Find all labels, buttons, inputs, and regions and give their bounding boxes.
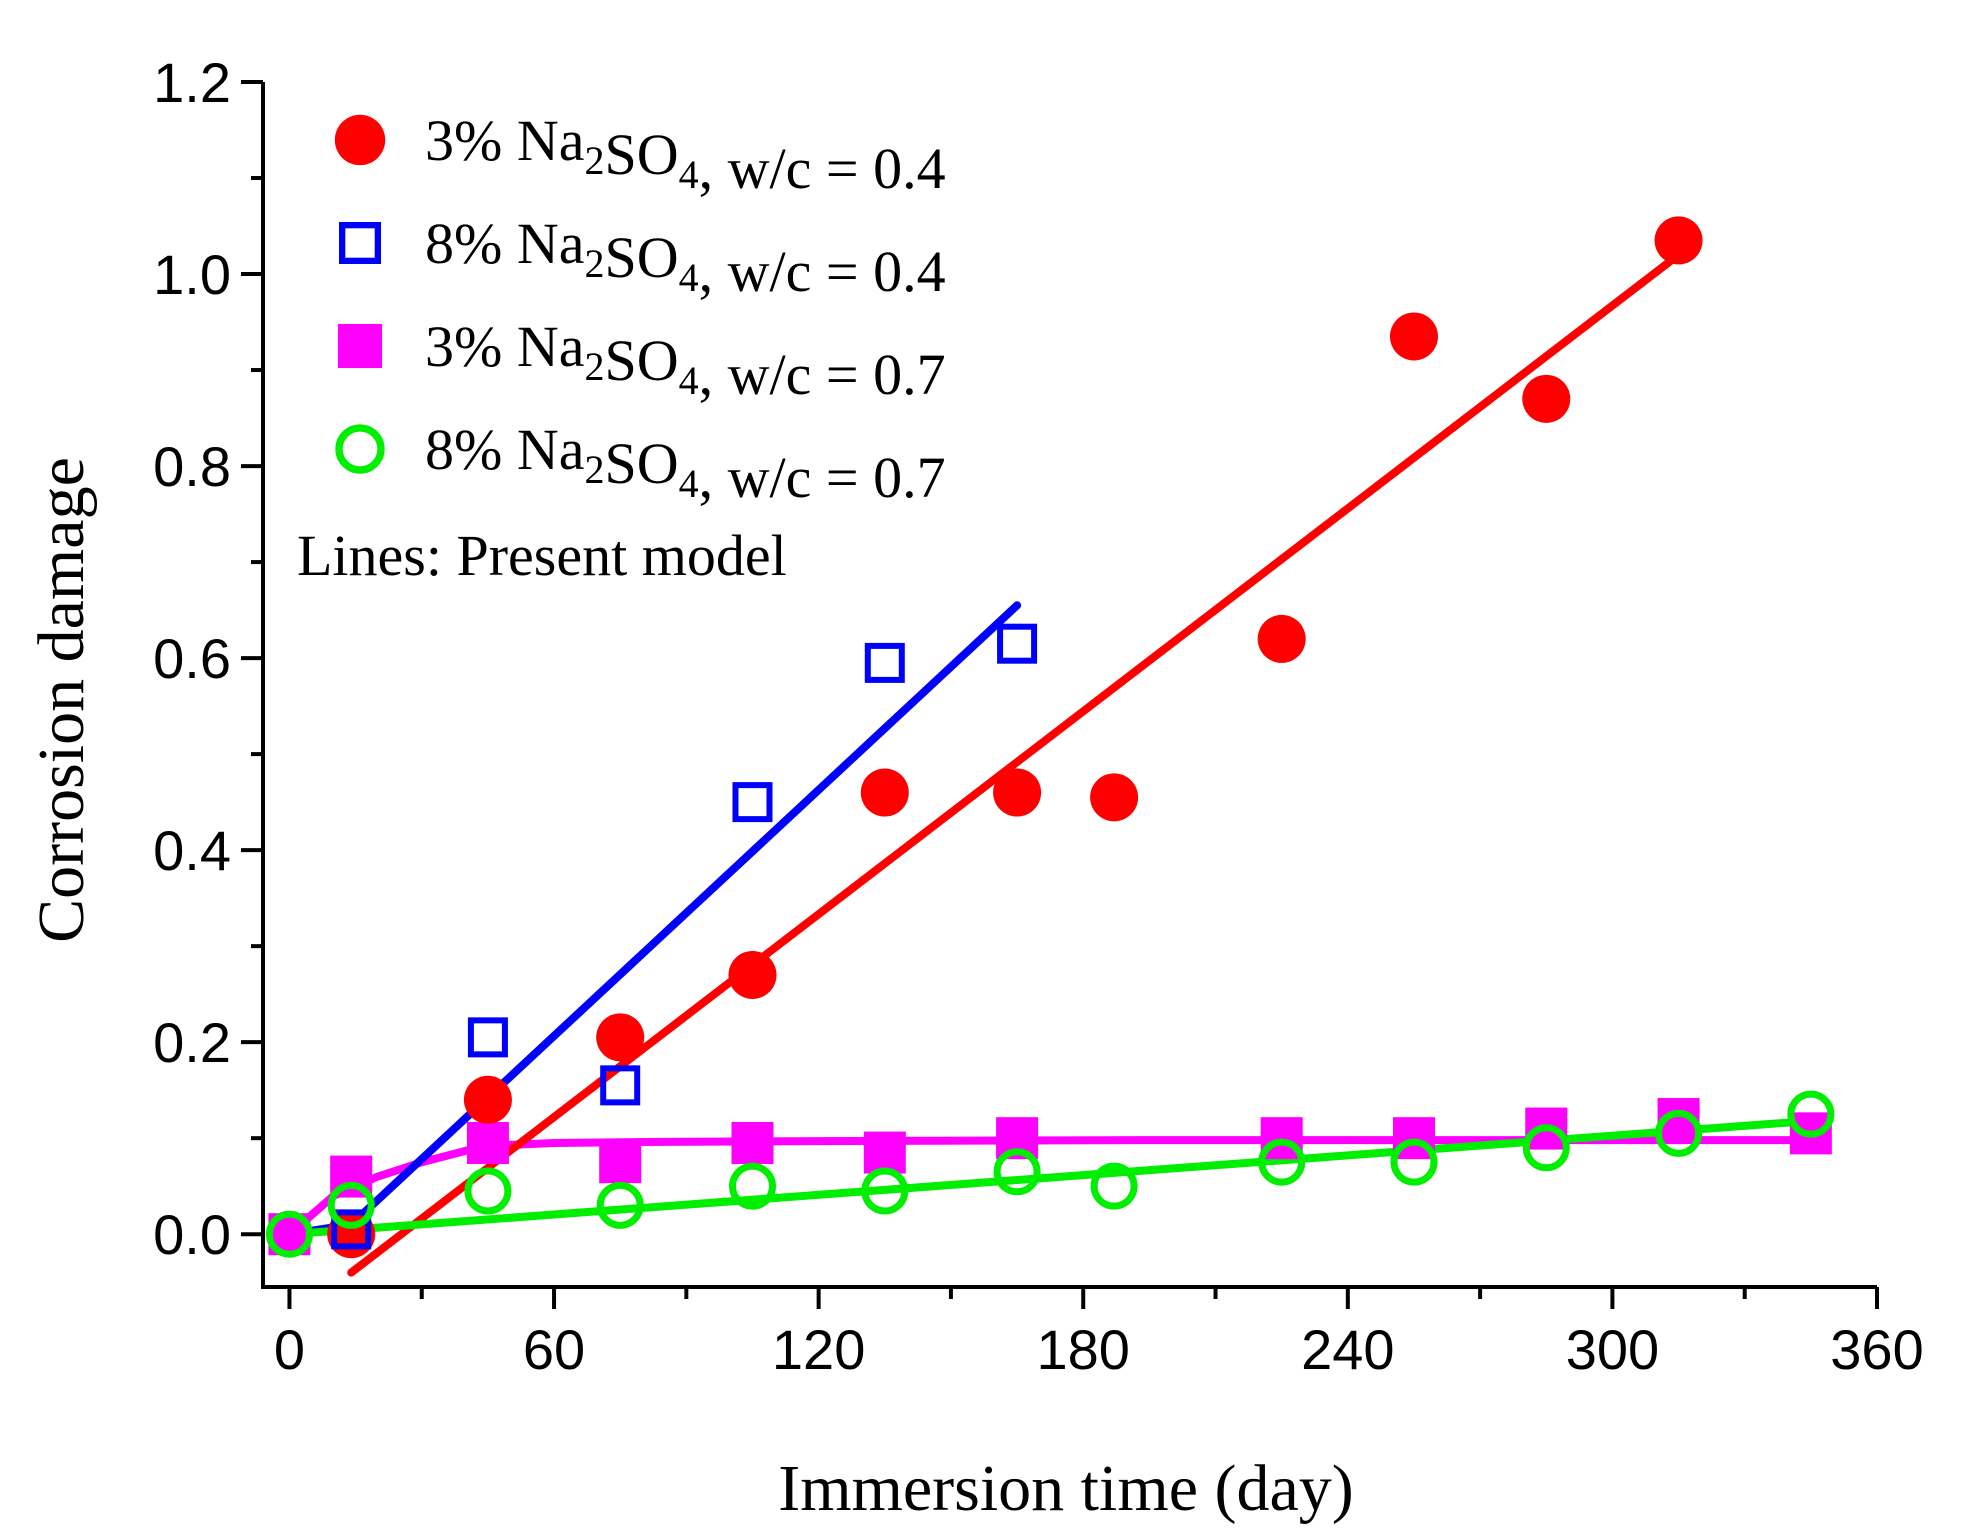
legend-text-part: SO xyxy=(604,122,678,187)
data-point-series-4 xyxy=(265,1210,313,1258)
x-tick-label: 180 xyxy=(1037,1318,1130,1381)
legend-subscript: 4 xyxy=(679,255,699,300)
legend-label-series-1: 3% Na2SO4, w/c = 0.4 xyxy=(425,108,946,201)
data-point-series-2 xyxy=(467,1017,508,1058)
data-point-series-2 xyxy=(600,1065,641,1106)
data-point-series-4 xyxy=(1522,1124,1570,1172)
legend-text-part: , w/c = 0.7 xyxy=(699,445,946,510)
data-point-series-3 xyxy=(466,1121,509,1164)
legend-text-part: , w/c = 0.4 xyxy=(699,136,946,201)
legend-subscript: 4 xyxy=(679,358,699,403)
data-point-series-3 xyxy=(731,1121,774,1164)
data-point-series-4 xyxy=(1787,1090,1835,1138)
legend-subscript: 2 xyxy=(584,241,604,286)
y-tick-label: 0.0 xyxy=(153,1203,231,1266)
legend-marker-series-2 xyxy=(338,221,381,264)
data-point-series-4 xyxy=(327,1181,375,1229)
legend-marker-series-1 xyxy=(334,114,386,166)
legend-text-part: , w/c = 0.4 xyxy=(699,239,946,304)
x-tick-label: 300 xyxy=(1566,1318,1659,1381)
data-markers xyxy=(265,216,1835,1259)
data-point-series-4 xyxy=(596,1181,644,1229)
data-point-series-3 xyxy=(599,1141,642,1184)
y-tick-label: 0.2 xyxy=(153,1011,231,1074)
data-point-series-4 xyxy=(861,1167,909,1215)
data-point-series-1 xyxy=(860,768,909,817)
legend-label-series-2: 8% Na2SO4, w/c = 0.4 xyxy=(425,211,946,304)
y-tick-label: 1.0 xyxy=(153,243,231,306)
x-axis-title: Immersion time (day) xyxy=(778,1452,1354,1525)
data-point-series-1 xyxy=(463,1075,512,1124)
data-point-series-1 xyxy=(596,1013,645,1062)
data-point-series-2 xyxy=(864,642,905,683)
y-tick-label: 1.2 xyxy=(153,51,231,114)
data-point-series-1 xyxy=(1389,312,1438,361)
legend-text-part: 8% Na xyxy=(425,417,584,482)
model-line-series-1 xyxy=(347,250,1683,1277)
data-point-series-3 xyxy=(863,1131,906,1174)
legend-label-series-3: 3% Na2SO4, w/c = 0.7 xyxy=(425,314,946,407)
x-tick-label: 120 xyxy=(772,1318,865,1381)
data-point-series-4 xyxy=(1390,1138,1438,1186)
x-tick-label: 60 xyxy=(523,1318,585,1381)
data-point-series-4 xyxy=(1258,1138,1306,1186)
model-note: Lines: Present model xyxy=(297,523,787,588)
legend-marker-series-3 xyxy=(337,323,383,369)
x-tick-label: 240 xyxy=(1301,1318,1394,1381)
y-tick-label: 0.6 xyxy=(153,627,231,690)
legend-text-part: SO xyxy=(604,328,678,393)
x-tick-label: 360 xyxy=(1830,1318,1923,1381)
data-point-series-1 xyxy=(1522,374,1571,423)
data-point-series-4 xyxy=(728,1162,776,1210)
legend-subscript: 2 xyxy=(584,138,604,183)
data-point-series-1 xyxy=(728,950,777,999)
legend-text-part: , w/c = 0.7 xyxy=(699,342,946,407)
legend-subscript: 2 xyxy=(584,447,604,492)
legend-subscript: 4 xyxy=(679,152,699,197)
y-tick-label: 0.4 xyxy=(153,819,231,882)
y-tick-label: 0.8 xyxy=(153,435,231,498)
legend-subscript: 4 xyxy=(679,461,699,506)
legend-marker-series-4 xyxy=(335,424,385,474)
legend: 3% Na2SO4, w/c = 0.48% Na2SO4, w/c = 0.4… xyxy=(334,108,946,510)
data-point-series-2 xyxy=(331,1209,372,1250)
legend-text-part: 3% Na xyxy=(425,314,584,379)
data-point-series-4 xyxy=(464,1167,512,1215)
y-axis-title: Corrosion damage xyxy=(25,457,98,943)
data-point-series-1 xyxy=(1090,773,1139,822)
legend-text-part: 3% Na xyxy=(425,108,584,173)
data-point-series-1 xyxy=(1654,216,1703,265)
legend-text-part: 8% Na xyxy=(425,211,584,276)
legend-subscript: 2 xyxy=(584,344,604,389)
data-point-series-4 xyxy=(1655,1109,1703,1157)
data-point-series-1 xyxy=(993,768,1042,817)
legend-text-part: SO xyxy=(604,225,678,290)
x-tick-label: 0 xyxy=(274,1318,305,1381)
data-point-series-2 xyxy=(732,782,773,823)
data-point-series-4 xyxy=(993,1148,1041,1196)
data-point-series-4 xyxy=(1090,1162,1138,1210)
legend-text-part: SO xyxy=(604,431,678,496)
axes: 0.0 0.2 0.4 0.6 0.8 1.0 1.2 0 60 120 180 240 300 360 xyxy=(153,51,1924,1381)
model-lines xyxy=(285,250,1815,1277)
legend-label-series-4: 8% Na2SO4, w/c = 0.7 xyxy=(425,417,946,510)
data-point-series-2 xyxy=(997,623,1038,664)
data-point-series-1 xyxy=(1257,614,1306,663)
